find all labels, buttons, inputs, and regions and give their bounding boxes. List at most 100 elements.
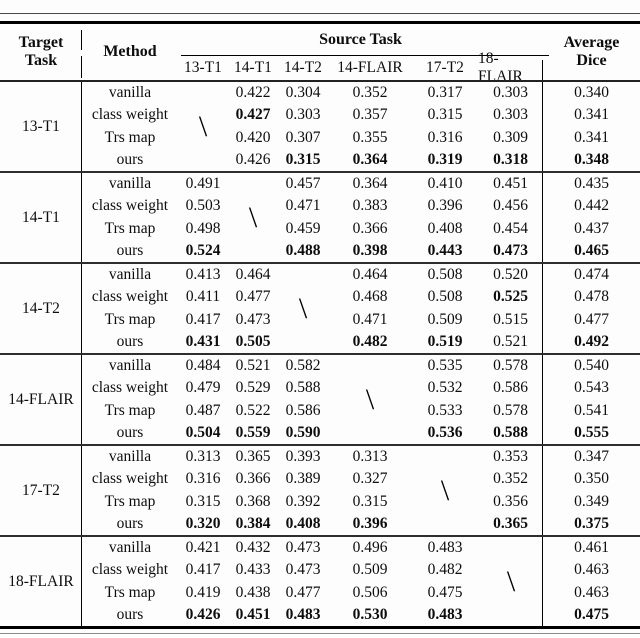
table-block: 14-T2 vanilla 0.413 0.464 0.464 0.508 0.520 0.4… bbox=[0, 264, 640, 353]
column-divider bbox=[542, 173, 543, 262]
column-divider bbox=[81, 355, 82, 444]
value-cell: 0.315 bbox=[352, 492, 388, 510]
diagonal-skip-mark: \ bbox=[198, 109, 208, 143]
value-cell: 0.421 bbox=[185, 539, 221, 557]
column-divider bbox=[542, 60, 543, 80]
value-cell: 0.426 bbox=[185, 605, 221, 623]
value-cell: 0.438 bbox=[235, 583, 271, 601]
value-cell: 0.315 bbox=[185, 492, 221, 510]
value-cell: 0.535 bbox=[427, 357, 463, 375]
average-dice-header-line1: Average bbox=[563, 34, 620, 51]
value-cell: 0.364 bbox=[352, 175, 388, 193]
value-cell bbox=[278, 331, 328, 353]
block-separator bbox=[0, 535, 640, 537]
diagonal-skip-mark: \ bbox=[365, 382, 375, 416]
average-value-cell: 0.375 bbox=[574, 514, 609, 532]
value-cell: 0.529 bbox=[235, 379, 271, 397]
value-cell: 0.320 bbox=[185, 514, 221, 532]
value-cell bbox=[328, 422, 412, 444]
value-cell: 0.482 bbox=[427, 561, 463, 579]
value-cell: 0.508 bbox=[427, 266, 463, 284]
column-divider bbox=[81, 264, 82, 353]
value-cell: 0.411 bbox=[185, 288, 221, 306]
block-separator bbox=[0, 262, 640, 264]
value-cell: 0.488 bbox=[285, 241, 321, 259]
value-cell: 0.366 bbox=[352, 219, 388, 237]
value-cell: 0.366 bbox=[235, 470, 271, 488]
average-value-cell: 0.348 bbox=[574, 150, 609, 168]
value-cell: 0.483 bbox=[427, 605, 463, 623]
average-value-cell: 0.492 bbox=[574, 332, 609, 350]
table-header: Target Task Method Source Task 13-T1 14-… bbox=[0, 24, 640, 85]
source-column-header: 17-T2 bbox=[426, 59, 464, 76]
header-bottom-rule bbox=[0, 80, 640, 82]
average-value-cell: 0.341 bbox=[574, 106, 609, 124]
value-cell: 0.508 bbox=[427, 288, 463, 306]
value-cell: 0.313 bbox=[185, 448, 221, 466]
value-cell: 0.530 bbox=[352, 605, 388, 623]
value-cell: 0.459 bbox=[285, 219, 321, 237]
value-cell: 0.313 bbox=[352, 448, 388, 466]
value-cell: 0.456 bbox=[493, 197, 528, 215]
value-cell: 0.315 bbox=[427, 106, 463, 124]
value-cell: 0.316 bbox=[185, 470, 221, 488]
value-cell bbox=[178, 149, 228, 171]
method-label: Trs map bbox=[104, 219, 156, 237]
value-cell: 0.427 bbox=[235, 106, 271, 124]
target-task-label: 14-FLAIR bbox=[8, 390, 74, 408]
table-block: 17-T2 vanilla 0.313 0.365 0.393 0.313 0.353 0.3… bbox=[0, 446, 640, 535]
column-divider bbox=[81, 30, 82, 50]
method-label: class weight bbox=[91, 561, 169, 579]
value-cell: 0.303 bbox=[493, 84, 528, 102]
method-label: ours bbox=[116, 150, 144, 168]
source-column-header: 14-FLAIR bbox=[337, 59, 403, 76]
value-cell: 0.588 bbox=[493, 423, 528, 441]
value-cell: 0.522 bbox=[235, 401, 271, 419]
value-cell: 0.509 bbox=[427, 310, 463, 328]
source-column-header: 18-FLAIR bbox=[478, 50, 523, 85]
value-cell: 0.413 bbox=[185, 266, 221, 284]
value-cell: 0.509 bbox=[352, 561, 388, 579]
value-cell: 0.353 bbox=[493, 448, 528, 466]
value-cell: 0.431 bbox=[185, 332, 221, 350]
method-label: ours bbox=[116, 332, 144, 350]
method-label: vanilla bbox=[108, 448, 152, 466]
top-rule-thick bbox=[0, 21, 640, 24]
value-cell: 0.578 bbox=[493, 401, 528, 419]
value-cell: 0.419 bbox=[185, 583, 221, 601]
value-cell: 0.352 bbox=[352, 84, 388, 102]
value-cell: 0.533 bbox=[427, 401, 463, 419]
value-cell: 0.588 bbox=[285, 379, 321, 397]
value-cell: 0.392 bbox=[285, 492, 321, 510]
value-cell: 0.317 bbox=[427, 84, 463, 102]
value-cell: 0.355 bbox=[352, 128, 388, 146]
column-divider bbox=[542, 355, 543, 444]
value-cell: 0.303 bbox=[285, 106, 321, 124]
column-divider bbox=[542, 264, 543, 353]
value-cell: 0.307 bbox=[285, 128, 321, 146]
value-cell: 0.578 bbox=[493, 357, 528, 375]
value-cell: 0.365 bbox=[493, 514, 528, 532]
method-label: vanilla bbox=[108, 266, 152, 284]
value-cell: 0.383 bbox=[352, 197, 388, 215]
value-cell: 0.315 bbox=[285, 150, 321, 168]
method-label: ours bbox=[116, 605, 144, 623]
value-cell: 0.524 bbox=[185, 241, 221, 259]
target-task-label: 18-FLAIR bbox=[8, 572, 74, 590]
value-cell: 0.417 bbox=[185, 561, 221, 579]
average-value-cell: 0.555 bbox=[574, 423, 609, 441]
bottom-rule-thick bbox=[0, 626, 640, 629]
method-label: Trs map bbox=[104, 583, 156, 601]
average-value-cell: 0.463 bbox=[574, 583, 609, 601]
value-cell: 0.408 bbox=[285, 514, 321, 532]
method-label: ours bbox=[116, 423, 144, 441]
value-cell: 0.473 bbox=[493, 241, 528, 259]
value-cell: 0.525 bbox=[493, 288, 528, 306]
value-cell: 0.422 bbox=[235, 84, 271, 102]
source-task-cmidrule bbox=[181, 55, 549, 56]
value-cell: 0.590 bbox=[285, 423, 321, 441]
method-label: vanilla bbox=[108, 84, 152, 102]
value-cell: 0.451 bbox=[493, 175, 528, 193]
value-cell: 0.477 bbox=[285, 583, 321, 601]
value-cell: 0.582 bbox=[285, 357, 321, 375]
